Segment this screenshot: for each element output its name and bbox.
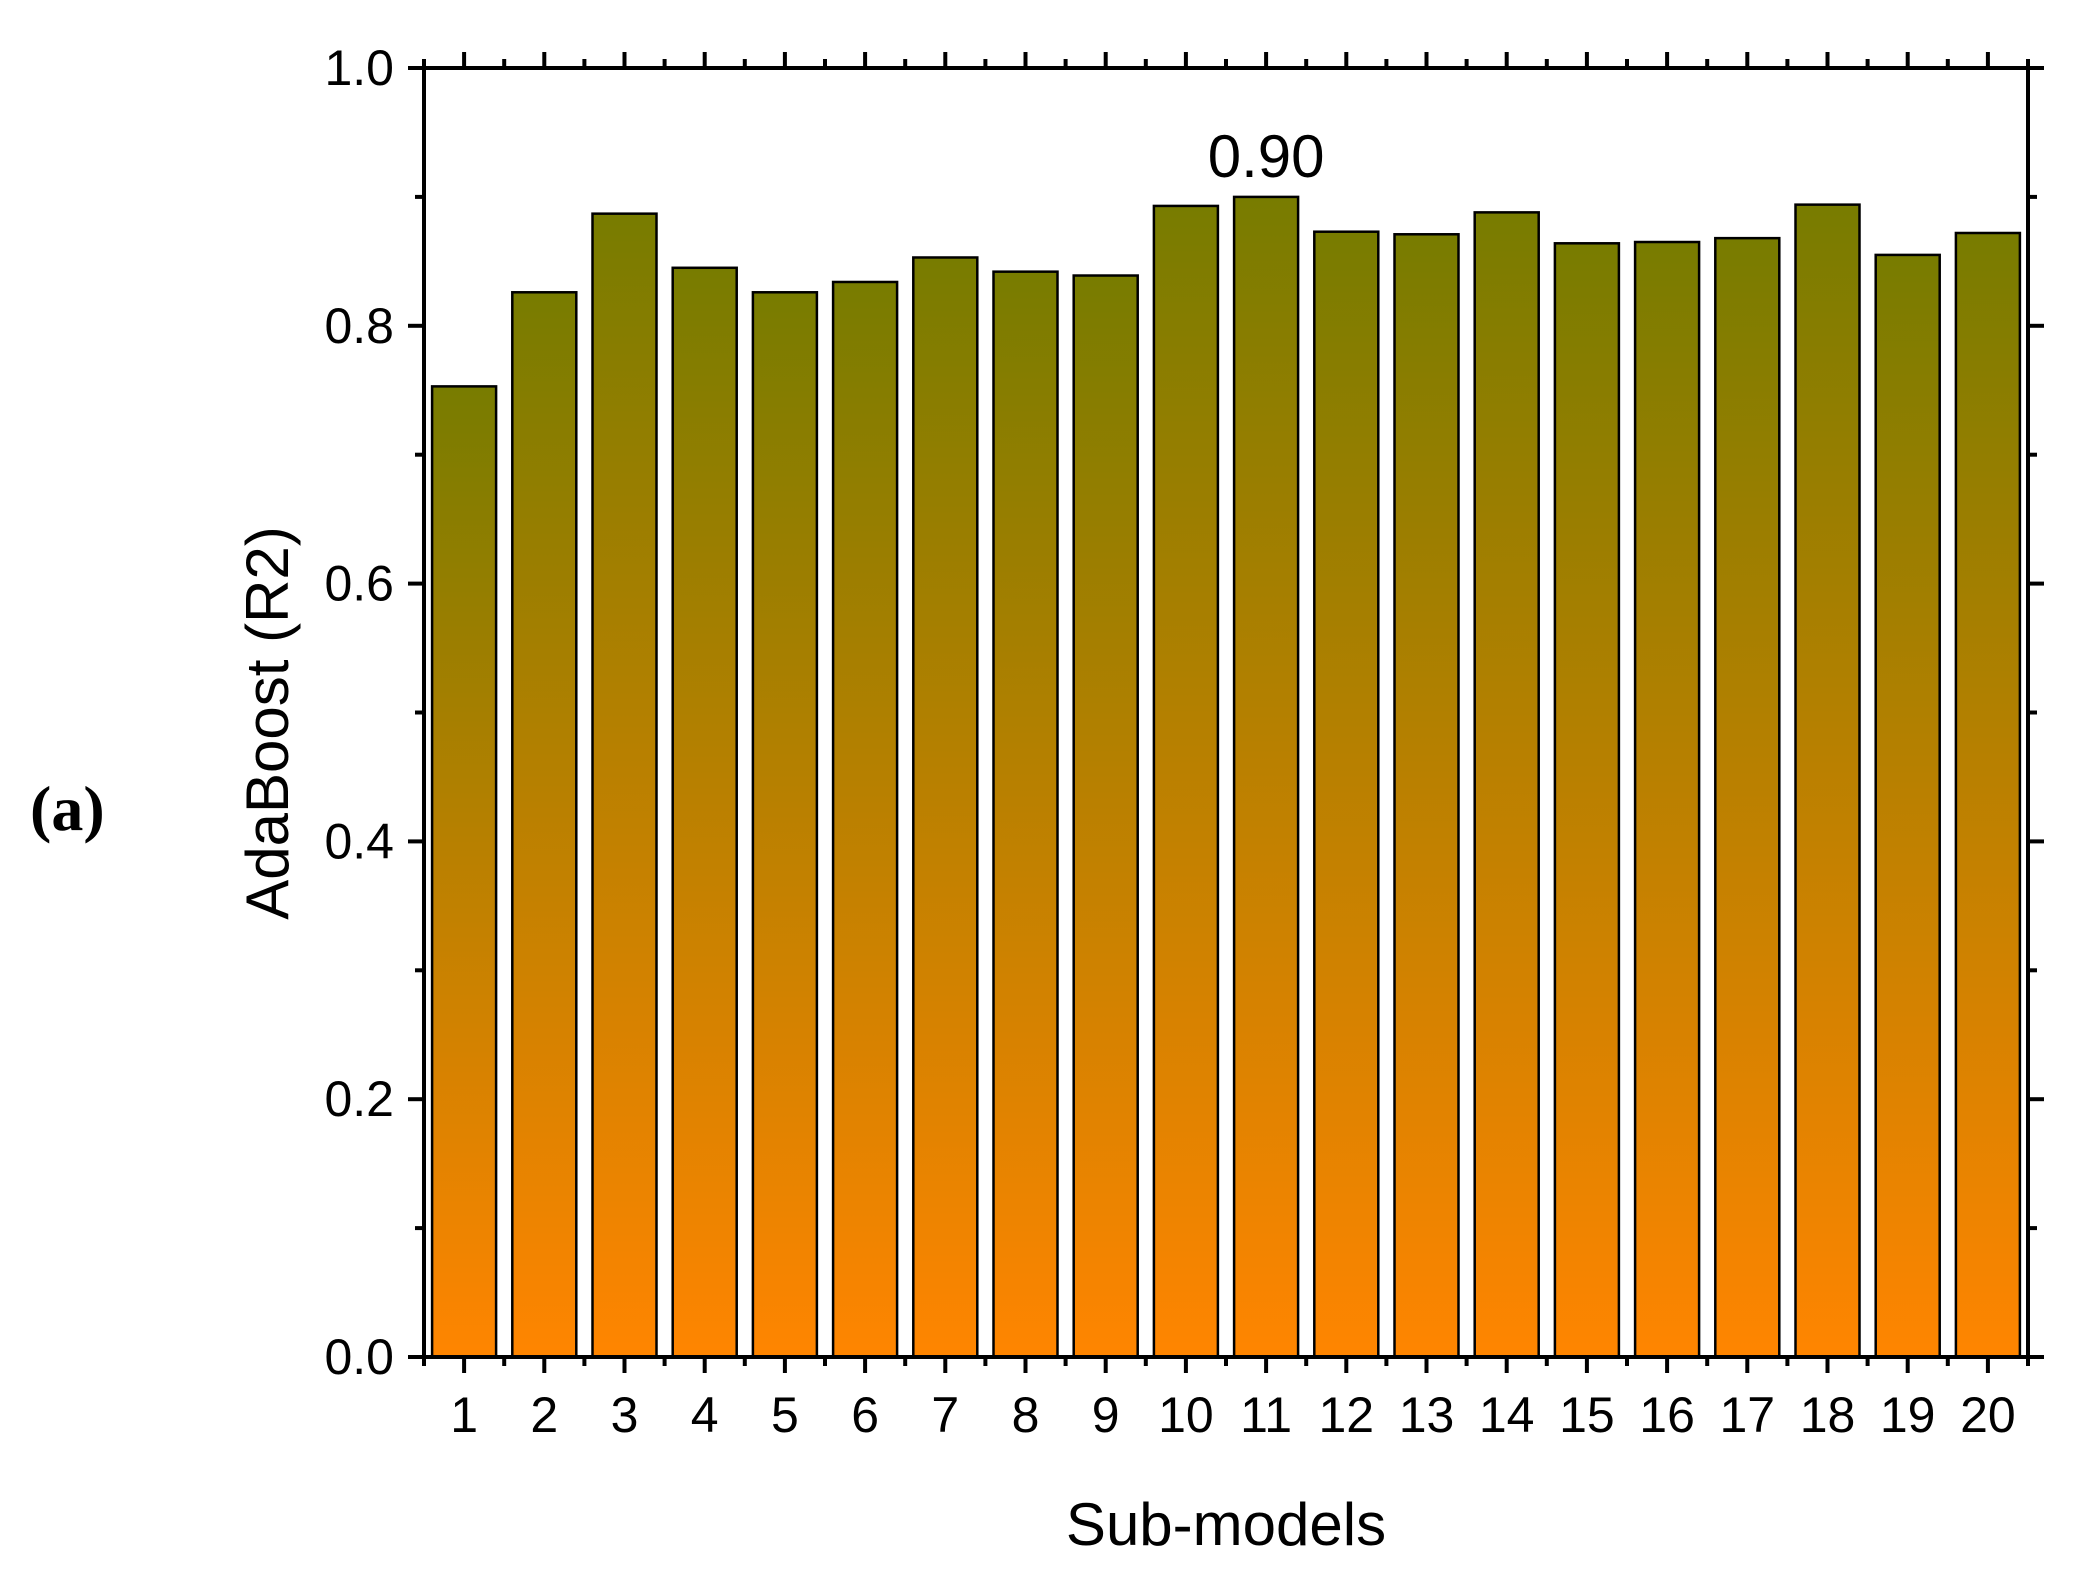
x-tick-label-13: 13 [1399, 1387, 1455, 1443]
data-label-bar-11: 0.90 [1208, 123, 1325, 190]
y-tick-label: 0.6 [324, 556, 394, 612]
bar-5 [751, 291, 819, 1359]
bar-13 [1393, 233, 1460, 1359]
x-tick-label-5: 5 [771, 1387, 799, 1443]
x-tick-label-2: 2 [530, 1387, 558, 1443]
x-tick-label-14: 14 [1479, 1387, 1535, 1443]
bar-18 [1794, 203, 1861, 1359]
bar-20 [1954, 231, 2022, 1359]
bar-3 [591, 212, 658, 1359]
x-tick-label-10: 10 [1158, 1387, 1214, 1443]
bar-8 [992, 270, 1059, 1359]
bar-15 [1553, 242, 1621, 1359]
x-tick-label-6: 6 [851, 1387, 879, 1443]
x-tick-label-20: 20 [1960, 1387, 2016, 1443]
y-axis-title: AdaBoost (R2) [234, 526, 301, 920]
x-tick-label-12: 12 [1318, 1387, 1374, 1443]
axes-group: 0.00.20.40.60.81.01 2 3 4 5 6 7 8 9 10 11 12 13 14 15 1… [324, 40, 2044, 1443]
annotations-group: 0.90 [1208, 123, 1325, 190]
x-tick-label-1: 1 [450, 1387, 478, 1443]
bar-11 [1232, 195, 1300, 1359]
bar-14 [1473, 211, 1540, 1359]
bar-9 [1072, 274, 1139, 1359]
y-tick-label: 0.4 [324, 813, 394, 869]
bar-12 [1313, 230, 1380, 1359]
bars-group [430, 195, 2022, 1359]
plot-frame [422, 66, 2030, 1359]
bar-4 [671, 266, 738, 1359]
x-tick-label-7: 7 [931, 1387, 959, 1443]
x-tick-label-8: 8 [1012, 1387, 1040, 1443]
bar-10 [1152, 204, 1220, 1359]
y-tick-label: 1.0 [324, 40, 394, 96]
bar-2 [511, 291, 578, 1359]
bar-19 [1874, 253, 1941, 1359]
x-tick-label-3: 3 [611, 1387, 639, 1443]
x-tick-label-4: 4 [691, 1387, 719, 1443]
panel-label: (a) [30, 773, 105, 844]
x-tick-label-9: 9 [1092, 1387, 1120, 1443]
x-axis-title: Sub-models [1066, 1491, 1386, 1558]
y-tick-label: 0.2 [324, 1071, 394, 1127]
bar-17 [1714, 236, 1781, 1359]
x-tick-label-11: 11 [1240, 1387, 1292, 1443]
bar-6 [831, 280, 899, 1359]
bar-1 [430, 385, 498, 1359]
bar-7 [912, 256, 979, 1359]
bar-16 [1633, 240, 1701, 1359]
x-tick-label-16: 16 [1639, 1387, 1695, 1443]
x-tick-label-18: 18 [1800, 1387, 1856, 1443]
y-tick-label: 0.8 [324, 298, 394, 354]
y-tick-label: 0.0 [324, 1329, 394, 1385]
x-tick-label-17: 17 [1719, 1387, 1775, 1443]
x-tick-label-19: 19 [1880, 1387, 1936, 1443]
x-tick-label-15: 15 [1559, 1387, 1615, 1443]
